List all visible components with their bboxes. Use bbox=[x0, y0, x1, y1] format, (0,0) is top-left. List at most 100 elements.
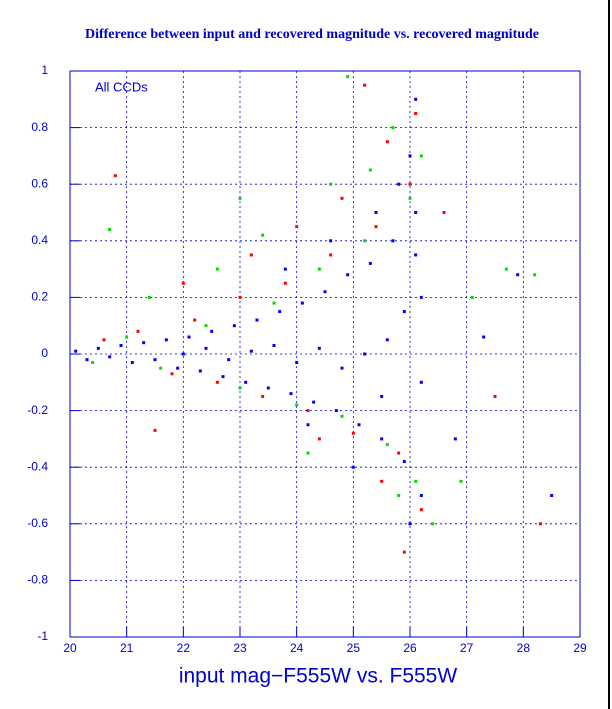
point bbox=[227, 358, 231, 362]
point bbox=[244, 380, 248, 384]
point bbox=[363, 239, 367, 243]
point bbox=[470, 295, 474, 299]
point bbox=[397, 451, 401, 455]
point bbox=[153, 428, 157, 432]
point bbox=[295, 225, 299, 229]
x-tick-label: 20 bbox=[63, 641, 77, 655]
annotation: All CCDs bbox=[95, 79, 148, 94]
point bbox=[368, 168, 372, 172]
point bbox=[414, 97, 418, 101]
x-tick-label: 24 bbox=[290, 641, 304, 655]
point bbox=[363, 352, 367, 356]
point bbox=[221, 375, 225, 379]
point bbox=[419, 508, 423, 512]
point bbox=[414, 111, 418, 115]
chart-title: Difference between input and recovered m… bbox=[85, 27, 539, 42]
point bbox=[391, 126, 395, 130]
point bbox=[357, 423, 361, 427]
y-tick-label: -1 bbox=[37, 629, 48, 643]
point bbox=[125, 335, 129, 339]
point bbox=[414, 479, 418, 483]
point bbox=[385, 140, 389, 144]
point bbox=[391, 239, 395, 243]
point bbox=[272, 344, 276, 348]
point bbox=[329, 239, 333, 243]
point bbox=[363, 83, 367, 87]
point bbox=[74, 349, 78, 353]
point bbox=[232, 324, 236, 328]
point bbox=[181, 281, 185, 285]
point bbox=[380, 437, 384, 441]
point bbox=[210, 329, 214, 333]
point bbox=[414, 211, 418, 214]
point bbox=[317, 346, 321, 350]
point bbox=[408, 196, 412, 200]
point bbox=[368, 261, 372, 265]
point bbox=[215, 267, 219, 271]
point bbox=[108, 227, 112, 231]
y-tick-label: -0.8 bbox=[27, 573, 48, 587]
point bbox=[317, 267, 321, 271]
point bbox=[108, 355, 112, 359]
point bbox=[142, 341, 146, 345]
point bbox=[380, 479, 384, 483]
point bbox=[329, 182, 333, 186]
point bbox=[533, 273, 537, 277]
point bbox=[385, 443, 389, 447]
point bbox=[193, 318, 197, 322]
point bbox=[215, 380, 219, 384]
point bbox=[306, 409, 310, 413]
point bbox=[170, 372, 174, 376]
point bbox=[431, 522, 435, 526]
point bbox=[397, 182, 401, 186]
point bbox=[261, 394, 265, 398]
point bbox=[238, 295, 242, 299]
y-tick-label: 1 bbox=[41, 63, 48, 77]
point bbox=[323, 290, 327, 294]
point bbox=[113, 174, 117, 178]
point bbox=[295, 360, 299, 364]
point bbox=[96, 346, 100, 350]
point bbox=[482, 335, 486, 339]
point bbox=[340, 366, 344, 370]
point bbox=[272, 301, 276, 305]
point bbox=[351, 465, 355, 469]
point bbox=[295, 403, 299, 407]
point bbox=[289, 392, 293, 396]
point bbox=[102, 338, 106, 342]
point bbox=[238, 386, 242, 390]
point bbox=[550, 494, 554, 497]
point bbox=[153, 358, 157, 362]
point bbox=[504, 267, 508, 271]
point bbox=[181, 352, 185, 356]
x-tick-label: 27 bbox=[460, 641, 474, 655]
point bbox=[238, 196, 242, 200]
point bbox=[374, 211, 378, 214]
point bbox=[402, 460, 406, 464]
point bbox=[397, 494, 401, 497]
point bbox=[266, 386, 270, 390]
point bbox=[278, 310, 282, 314]
point bbox=[459, 479, 463, 483]
point bbox=[204, 346, 208, 350]
point bbox=[419, 494, 423, 497]
point bbox=[136, 329, 140, 333]
point bbox=[249, 253, 253, 257]
point bbox=[516, 273, 520, 277]
point bbox=[204, 324, 208, 328]
y-tick-label: -0.2 bbox=[27, 403, 48, 417]
point bbox=[306, 423, 310, 427]
point bbox=[380, 394, 384, 398]
point bbox=[312, 400, 316, 404]
point bbox=[402, 310, 406, 314]
point bbox=[249, 349, 253, 353]
point bbox=[340, 414, 344, 418]
point bbox=[385, 338, 389, 342]
point bbox=[351, 431, 355, 435]
x-tick-label: 23 bbox=[233, 641, 247, 655]
point bbox=[300, 301, 304, 305]
point bbox=[176, 366, 180, 370]
point bbox=[283, 267, 287, 271]
y-tick-label: -0.4 bbox=[27, 459, 48, 473]
